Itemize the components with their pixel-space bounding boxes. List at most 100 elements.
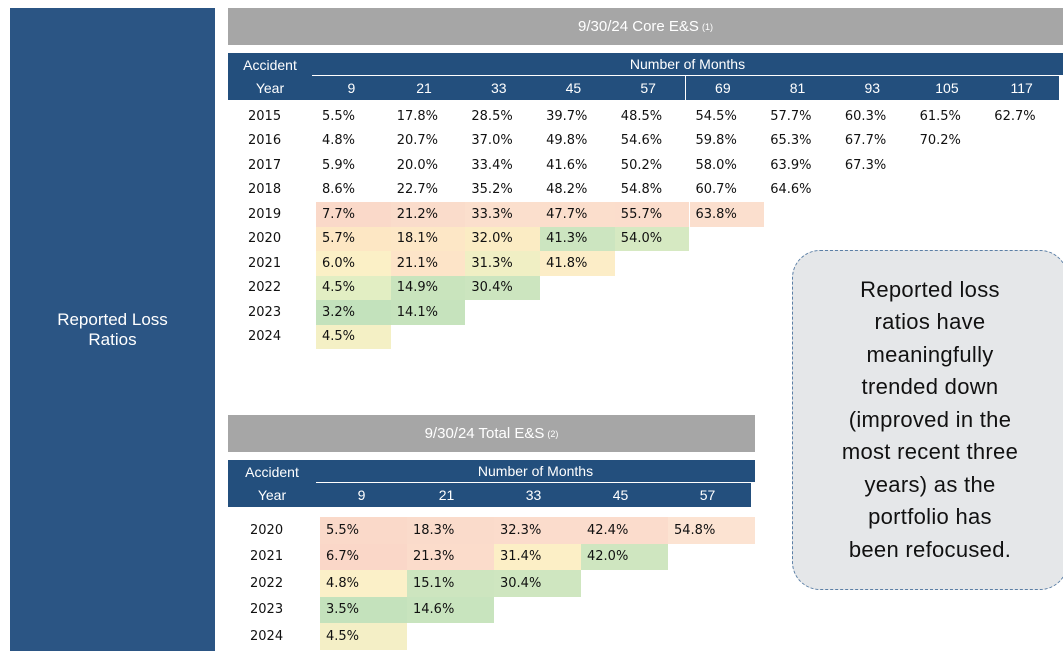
loss-ratio: 21.1% [390,251,466,276]
table-title: 9/30/24 Core E&S (1) [228,8,1063,45]
year: 2024 [250,628,284,644]
title-note: (2) [547,428,559,439]
loss-ratio: 60.7% [695,182,737,198]
column-group: Number of Months [316,460,755,483]
loss-ratio: 59.8% [695,133,737,149]
loss-ratio: 35.2% [471,182,513,198]
loss-ratio: 31.4% [494,543,581,570]
column-header: 57 [664,483,751,507]
loss-ratio: 41.8% [540,251,615,276]
year: 2021 [250,549,284,565]
loss-ratio: 42.0% [581,543,668,570]
loss-ratio: 67.3% [844,157,887,173]
loss-ratio: 4.8% [322,133,356,149]
loss-ratio: 39.7% [546,108,588,124]
loss-ratio: 55.7% [614,202,690,227]
loss-ratio: 61.5% [919,108,961,124]
column-header: 33 [490,483,577,507]
callout: Reported loss ratios have meaningfully tren… [792,250,1063,590]
year: 2019 [248,206,282,222]
loss-ratio: 31.3% [465,251,541,276]
loss-ratio: 3.5% [320,596,407,623]
loss-ratio: 33.3% [465,202,541,227]
loss-ratio: 18.1% [390,226,466,251]
loss-ratio: 22.7% [396,182,438,198]
year: 2015 [248,108,282,124]
column-header: 33 [461,76,537,100]
loss-ratio: 7.7% [316,202,391,227]
callout-line: portfolio has [868,504,992,530]
callout-line: years) as the [864,471,996,497]
loss-ratio: 6.7% [320,543,407,570]
loss-ratio: 5.7% [316,226,391,251]
loss-ratio: 20.7% [396,133,438,149]
year: 2021 [248,255,282,271]
callout-line: been refocused. [848,536,1012,562]
loss-ratio: 57.7% [770,108,812,124]
column-header: 45 [577,483,664,507]
title-text: 9/30/24 Total E&S [424,425,545,442]
loss-ratio: 54.0% [614,226,690,251]
row-header: Accident [228,53,312,76]
loss-ratio: 41.3% [540,226,615,251]
callout-line: (improved in the [848,406,1012,432]
loss-ratio: 62.7% [994,108,1036,124]
loss-ratio: 54.5% [695,108,737,124]
callout-line: ratios have [874,309,986,335]
loss-ratio: 30.4% [465,275,541,300]
year: 2016 [248,133,282,149]
loss-ratio: 54.6% [620,133,663,149]
loss-ratio: 5.5% [320,517,407,544]
callout-line: trended down [861,374,999,400]
loss-ratio: 5.5% [322,108,356,124]
column-header: 9 [312,76,391,100]
year: 2022 [250,575,284,591]
loss-ratio: 21.3% [407,543,494,570]
loss-ratio: 17.8% [396,108,438,124]
loss-ratio: 49.8% [546,133,588,149]
title-text: 9/30/24 Core E&S [578,18,699,35]
loss-ratio: 32.0% [465,226,541,251]
loss-ratio: 67.7% [844,133,887,149]
row-header: Year [228,483,316,507]
loss-ratio: 58.0% [695,157,737,173]
year: 2023 [248,304,282,320]
loss-ratio: 42.4% [581,517,668,544]
year: 2022 [248,280,282,296]
row-header: Accident [228,460,316,483]
loss-ratio: 50.2% [620,157,663,173]
loss-ratio: 54.8% [620,182,663,198]
loss-ratio: 65.3% [770,133,812,149]
callout-line: Reported loss [860,276,1000,302]
callout-line: meaningfully [866,341,994,367]
column-header: 45 [536,76,611,100]
loss-ratio: 14.6% [407,596,494,623]
column-header: 9 [316,483,407,507]
loss-ratio: 32.3% [494,517,581,544]
loss-ratio: 4.5% [320,623,407,650]
loss-ratio: 33.4% [471,157,513,173]
column-header: 117 [984,76,1059,100]
loss-ratio: 18.3% [407,517,494,544]
year: 2020 [248,231,282,247]
year: 2023 [250,602,284,618]
loss-ratio: 30.4% [494,570,581,597]
loss-ratio: 63.8% [689,202,765,227]
loss-ratio: 47.7% [540,202,615,227]
loss-ratio: 3.2% [316,300,391,325]
year: 2020 [250,522,284,538]
column-header: 81 [760,76,835,100]
loss-ratio: 8.6% [322,182,356,198]
column-header: 69 [685,76,761,100]
year: 2017 [248,157,282,173]
loss-ratio: 63.9% [770,157,812,173]
loss-ratio: 70.2% [919,133,961,149]
loss-ratio: 54.8% [668,517,755,544]
loss-ratio: 37.0% [471,133,513,149]
column-header: 57 [610,76,686,100]
column-header: 21 [386,76,462,100]
loss-ratio: 6.0% [316,251,391,276]
column-header: 21 [403,483,490,507]
loss-ratio: 4.5% [316,275,391,300]
